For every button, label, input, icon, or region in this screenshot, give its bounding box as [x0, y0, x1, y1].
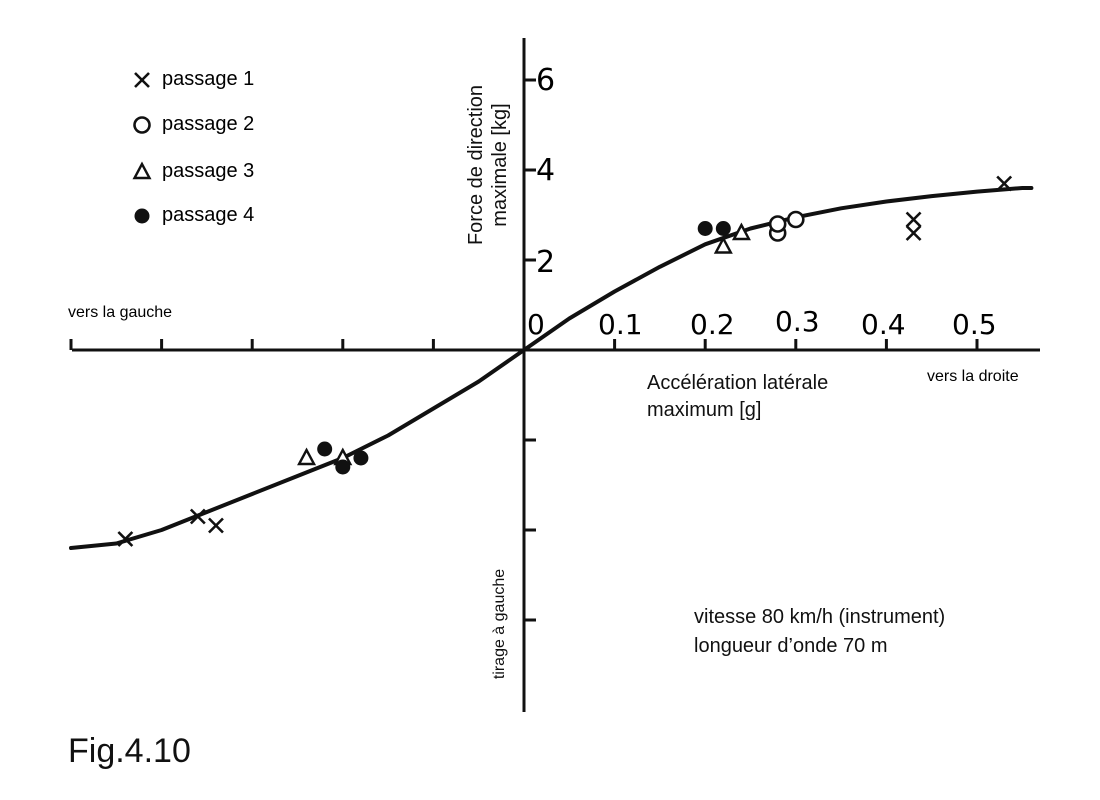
data-point-dot [353, 450, 369, 466]
series-1 [117, 175, 1013, 547]
annotation-line-2: longueur d’onde 70 m [694, 635, 888, 657]
fit-curve-layer [69, 186, 1034, 550]
data-point-dot [715, 221, 731, 236]
figure-label: Fig.4.10 [68, 732, 191, 770]
legend-marker-x-stroke [134, 72, 150, 88]
data-point-triangle [731, 222, 751, 241]
legend-label-passage-3: passage 3 [162, 160, 255, 182]
legend-marker-triangle [132, 161, 152, 180]
y-tick-label-4: 4 [536, 153, 556, 188]
fit-curve [69, 186, 1034, 550]
chart-axes [72, 38, 1040, 712]
x-tick-label-0: 0 [527, 308, 545, 341]
legend-markers [132, 72, 152, 224]
data-point-dot [335, 459, 351, 475]
right-direction-label: vers la droite [927, 368, 1019, 385]
x-tick-label-0.5: 0.5 [952, 308, 997, 341]
y-tick-label-2: 2 [536, 245, 556, 280]
x-axis-title: Accélération latérale maximum [g] [647, 372, 829, 421]
data-point-x-stroke [996, 175, 1013, 192]
data-point-x [996, 175, 1013, 192]
x-tick-label-0.1: 0.1 [598, 308, 643, 341]
data-point-dot [697, 221, 713, 236]
x-tick-label-0.3: 0.3 [775, 305, 820, 338]
series-2 [768, 210, 805, 242]
y-tick-label-6: 6 [536, 63, 556, 98]
tick-marks [69, 78, 979, 622]
data-point-x [189, 508, 206, 525]
data-point-triangle [713, 235, 733, 254]
bottom-axis-label: tirage à gauche [491, 568, 508, 680]
legend-marker-x [134, 72, 150, 88]
data-point-x [117, 531, 134, 547]
legend-marker-circle [133, 116, 151, 134]
data-point-x [905, 225, 922, 241]
x-tick-label-0.4: 0.4 [861, 308, 906, 341]
conditions-annotation: vitesse 80 km/h (instrument) longueur d’… [694, 603, 945, 661]
legend-label-passage-2: passage 2 [162, 113, 255, 135]
series-3 [297, 222, 751, 466]
data-point-x-stroke [905, 211, 922, 228]
x-tick-label-0.2: 0.2 [690, 308, 735, 341]
data-point-circle [768, 215, 787, 233]
data-point-circle [786, 210, 805, 229]
data-point-x-stroke [189, 508, 206, 525]
y-axis-title-line-1: Force de direction [465, 84, 487, 246]
annotation-line-1: vitesse 80 km/h (instrument) [694, 606, 946, 628]
series-4 [317, 221, 731, 475]
data-point-dot [317, 441, 333, 457]
y-axis-title: Force de direction maximale [kg] [464, 85, 512, 245]
data-point-x [208, 517, 224, 534]
left-direction-label: vers la gauche [68, 304, 173, 321]
y-axis-title-line-2: maximale [kg] [489, 103, 511, 227]
data-point-x-stroke [905, 225, 922, 241]
data-points-layer [117, 175, 1013, 547]
data-point-x [905, 211, 922, 228]
data-point-triangle [297, 447, 317, 466]
legend-label-passage-4: passage 4 [162, 204, 255, 226]
data-point-x-stroke [208, 517, 224, 534]
legend-marker-dot [134, 208, 150, 224]
legend-label-passage-1: passage 1 [162, 68, 255, 90]
data-point-x-stroke [117, 531, 134, 547]
